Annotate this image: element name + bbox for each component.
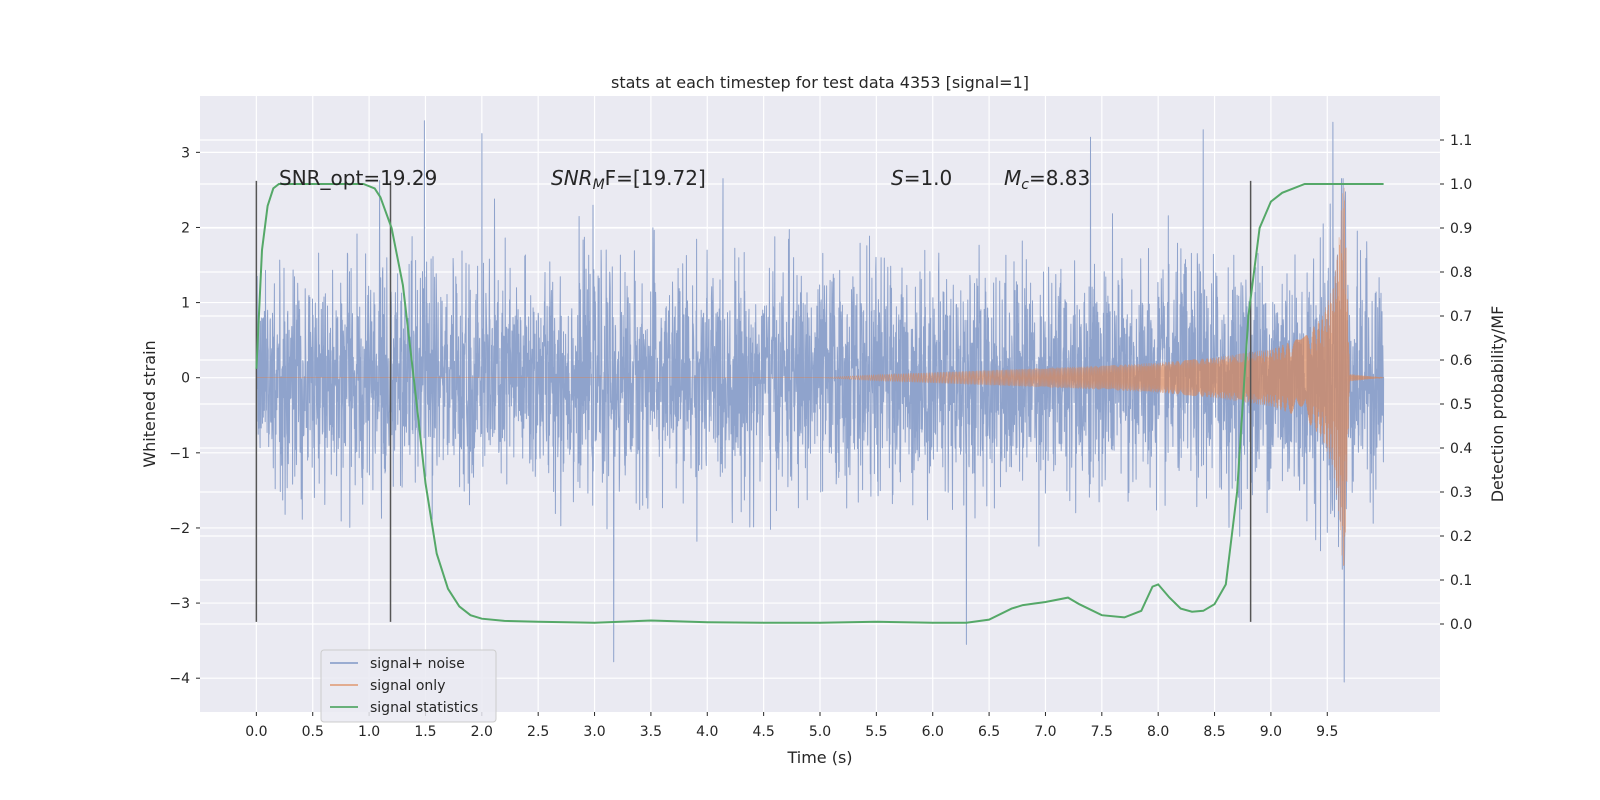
y-tick-label-right: 0.0 <box>1450 617 1472 633</box>
x-tick-label: 0.5 <box>302 724 324 740</box>
x-tick-label: 6.5 <box>978 724 1000 740</box>
y-tick-label-left: −1 <box>169 446 190 462</box>
annotation-mc: Mc=8.83 <box>1004 166 1090 193</box>
y-tick-label-left: 2 <box>181 220 190 236</box>
series-signal-statistics <box>255 183 1384 624</box>
y-tick-label-right: 0.2 <box>1450 529 1472 545</box>
y-axis-label-left: Whitened strain <box>140 340 159 467</box>
chart-title: stats at each timestep for test data 435… <box>611 73 1029 92</box>
x-tick-label: 5.5 <box>865 724 887 740</box>
annotation-snr-opt: SNR_opt=19.29 <box>279 166 437 190</box>
series-signal-noise <box>255 120 1385 683</box>
y-tick-label-right: 0.7 <box>1450 309 1472 325</box>
legend: signal+ noise signal only signal statist… <box>320 649 497 723</box>
y-tick-labels-right: 0.0 0.1 0.2 0.3 0.4 0.5 0.6 0.7 0.8 0.9 1.0 1.1 <box>1440 133 1472 633</box>
y-tick-label-right: 0.3 <box>1450 485 1472 501</box>
annotation-snr-mf-symbol: SNR <box>551 166 593 190</box>
y-tick-labels-left: −4 −3 −2 −1 0 1 2 3 <box>169 145 200 687</box>
legend-label-signal-only: signal only <box>370 678 445 694</box>
y-tick-label-left: −2 <box>169 521 190 537</box>
annotation-snr-mf-value: F=[19.72] <box>605 166 706 190</box>
y-tick-label-left: 1 <box>181 296 190 312</box>
x-tick-label: 9.0 <box>1260 724 1282 740</box>
annotation-s-symbol: S <box>891 166 904 190</box>
y-tick-label-right: 0.9 <box>1450 221 1472 237</box>
x-tick-label: 1.5 <box>414 724 436 740</box>
y-tick-label-left: −4 <box>169 671 190 687</box>
legend-label-signal-noise: signal+ noise <box>370 656 465 672</box>
annotation-s-value: =1.0 <box>904 166 953 190</box>
y-tick-label-right: 1.1 <box>1450 133 1472 149</box>
legend-label-signal-statistics: signal statistics <box>370 700 478 716</box>
annotation-mc-subscript: c <box>1021 177 1029 193</box>
y-tick-label-left: 3 <box>181 145 190 161</box>
x-tick-label: 5.0 <box>809 724 831 740</box>
y-tick-label-right: 0.1 <box>1450 573 1472 589</box>
series-signal-only <box>256 187 1384 567</box>
x-tick-label: 9.5 <box>1316 724 1338 740</box>
vertical-markers <box>255 180 1252 622</box>
annotation-snr-mf: SNRMF=[19.72] <box>551 166 706 193</box>
y-tick-label-right: 0.6 <box>1450 353 1472 369</box>
x-tick-label: 3.0 <box>583 724 605 740</box>
y-axis-label-right: Detection probability/MF <box>1488 306 1507 503</box>
annotation-mc-value: =8.83 <box>1029 166 1090 190</box>
y-tick-label-right: 1.0 <box>1450 177 1472 193</box>
legend-box <box>320 649 497 723</box>
y-tick-label-right: 0.4 <box>1450 441 1472 457</box>
annotation-mc-symbol: M <box>1004 166 1021 190</box>
y-tick-label-right: 0.8 <box>1450 265 1472 281</box>
x-tick-label: 4.5 <box>753 724 775 740</box>
annotation-snr-mf-subscript: M <box>593 177 605 193</box>
x-tick-label: 8.5 <box>1203 724 1225 740</box>
x-tick-label: 2.0 <box>471 724 493 740</box>
x-tick-label: 4.0 <box>696 724 718 740</box>
x-tick-labels: 0.0 0.5 1.0 1.5 2.0 2.5 3.0 3.5 4.0 4.5 5.0 5.5 6.0 6… <box>245 712 1338 740</box>
y-tick-label-left: −3 <box>169 596 190 612</box>
x-tick-label: 2.5 <box>527 724 549 740</box>
x-tick-label: 7.0 <box>1034 724 1056 740</box>
y-tick-label-left: 0 <box>181 371 190 387</box>
x-tick-label: 8.0 <box>1147 724 1169 740</box>
x-tick-label: 0.0 <box>245 724 267 740</box>
annotation-s: S=1.0 <box>891 166 952 190</box>
x-tick-label: 7.5 <box>1091 724 1113 740</box>
x-tick-label: 3.5 <box>640 724 662 740</box>
x-tick-label: 1.0 <box>358 724 380 740</box>
x-axis-label: Time (s) <box>786 748 852 767</box>
y-tick-label-right: 0.5 <box>1450 397 1472 413</box>
x-tick-label: 6.0 <box>922 724 944 740</box>
